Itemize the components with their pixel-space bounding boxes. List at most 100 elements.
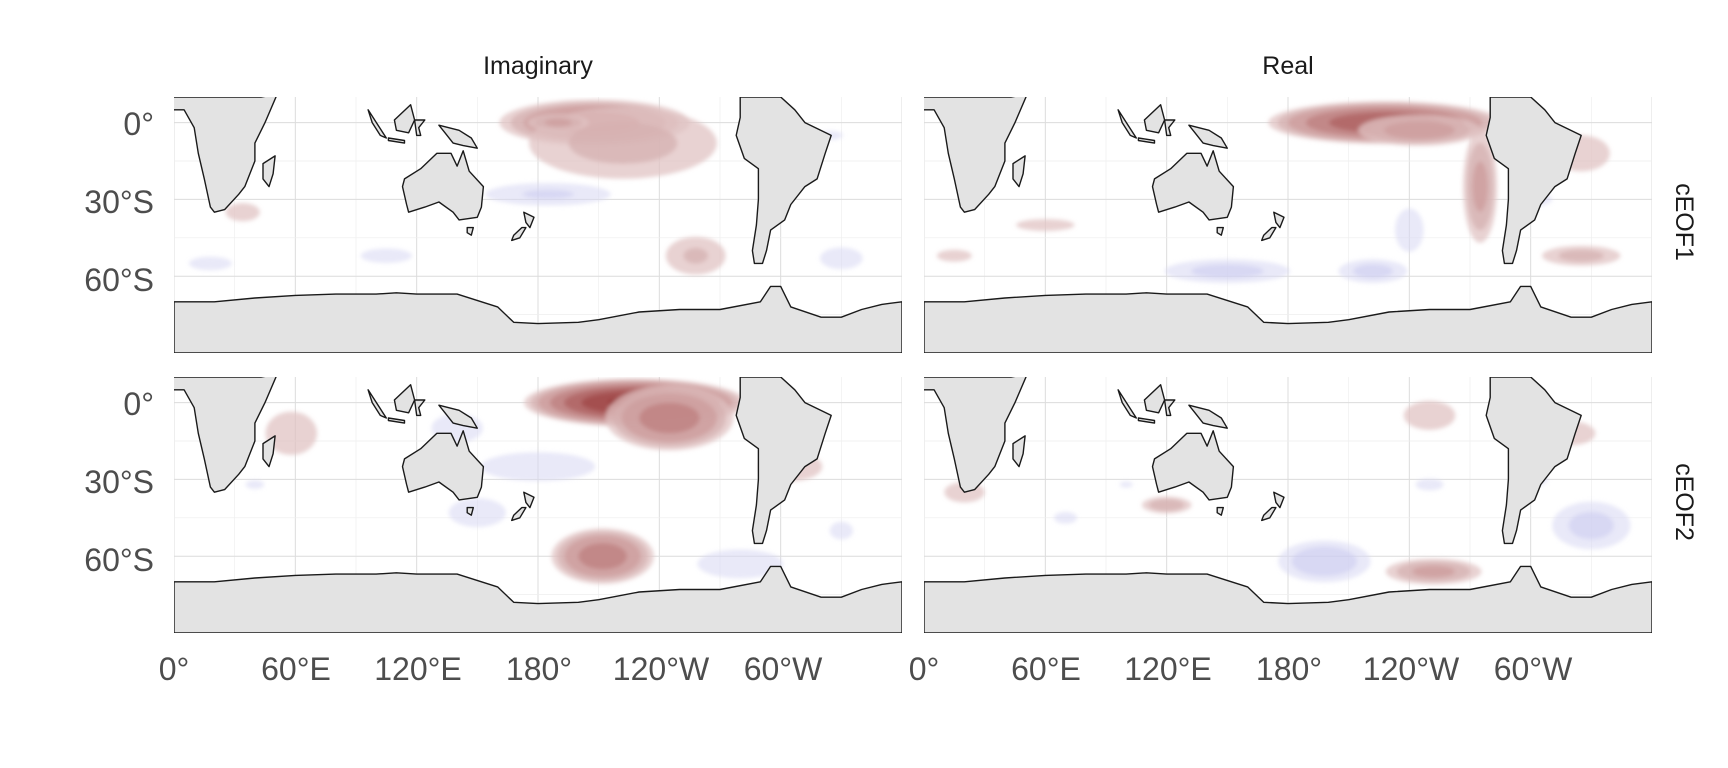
x-tick-label: 0°: [159, 651, 190, 687]
land-antarctica: [174, 285, 902, 353]
map-panel-ceof2-imaginary: [174, 377, 902, 633]
positive-anomaly-contour: [1558, 249, 1604, 262]
positive-anomaly-contour: [1472, 161, 1488, 212]
x-tick-label: 60°W: [744, 651, 823, 687]
land-new-zealand-north: [1273, 491, 1285, 509]
positive-anomaly-contour: [1149, 499, 1185, 511]
land-tasmania: [466, 226, 474, 236]
map-panel-ceof2-real: [924, 377, 1652, 633]
land-tasmania: [1216, 226, 1225, 236]
positive-anomaly-contour: [1016, 219, 1075, 231]
x-tick-label: 180°: [506, 651, 572, 687]
positive-anomaly-contour: [265, 411, 318, 456]
positive-anomaly-contour: [683, 248, 708, 264]
negative-anomaly-contour: [1119, 481, 1133, 488]
land-borneo: [393, 384, 416, 414]
land-south-america: [735, 377, 832, 545]
land-new-zealand-south: [511, 226, 527, 242]
land-sulawesi: [1163, 119, 1176, 137]
land-madagascar: [1012, 435, 1026, 468]
land-sulawesi: [413, 399, 426, 417]
negative-anomaly-contour: [819, 247, 863, 270]
y-tick-label: 0°: [123, 106, 154, 142]
y-tick-label: 60°S: [84, 542, 154, 578]
x-tick-label: 180°: [1256, 651, 1322, 687]
y-tick-label: 60°S: [84, 262, 154, 298]
x-tick-label: 120°E: [374, 651, 462, 687]
land-australia: [401, 430, 485, 501]
x-tick-label: 60°E: [261, 651, 331, 687]
land-new-zealand-south: [1260, 506, 1277, 522]
negative-anomaly-contour: [522, 189, 574, 199]
y-tick-label: 30°S: [84, 184, 154, 220]
negative-anomaly-contour: [480, 452, 596, 482]
positive-anomaly-contour: [1384, 121, 1455, 140]
positive-anomaly-contour: [936, 249, 972, 262]
negative-anomaly-contour: [360, 248, 413, 263]
negative-anomaly-contour: [1353, 264, 1393, 278]
land-sumatra: [367, 109, 387, 139]
land-antarctica: [924, 565, 1652, 633]
negative-anomaly-contour: [245, 480, 265, 489]
land-sulawesi: [1163, 399, 1176, 417]
land-australia: [401, 150, 485, 221]
map-panel-ceof1-imaginary: [174, 97, 902, 353]
positive-anomaly-contour: [1412, 565, 1456, 578]
map-panel-ceof1-real: [924, 97, 1652, 353]
positive-anomaly-contour: [639, 402, 700, 434]
x-tick-label: 60°W: [1494, 651, 1573, 687]
negative-anomaly-contour: [1291, 546, 1358, 577]
positive-anomaly-contour: [568, 122, 678, 164]
land-new-zealand-north: [1273, 211, 1285, 229]
x-tick-label: 60°E: [1011, 651, 1081, 687]
negative-anomaly-contour: [1415, 478, 1444, 491]
x-tick-label: 120°W: [613, 651, 710, 687]
land-java: [387, 417, 406, 424]
land-new-guinea: [438, 124, 478, 149]
land-new-guinea: [438, 404, 478, 429]
land-sumatra: [367, 389, 387, 419]
negative-anomaly-contour: [829, 521, 854, 540]
land-tasmania: [1216, 506, 1225, 516]
land-new-zealand-north: [523, 211, 535, 229]
land-antarctica: [924, 285, 1652, 353]
negative-anomaly-contour: [448, 498, 506, 528]
x-tick-label: 120°W: [1363, 651, 1460, 687]
panel-content: [924, 377, 1652, 633]
panel-content: [924, 97, 1652, 353]
anomaly-layer: [188, 99, 863, 275]
panel-content: [174, 377, 902, 633]
land-antarctica: [174, 565, 902, 633]
land-sulawesi: [413, 119, 426, 137]
land-africa: [174, 377, 277, 493]
negative-anomaly-contour: [697, 549, 784, 579]
row-strip-ceof2: cEOF2: [1670, 463, 1698, 541]
land-madagascar: [1012, 155, 1026, 188]
land-australia: [1151, 430, 1235, 501]
land-java: [1137, 137, 1156, 144]
land-borneo: [1143, 384, 1166, 414]
land-new-zealand-south: [511, 506, 527, 522]
land-java: [387, 137, 406, 144]
land-madagascar: [262, 155, 276, 188]
land-borneo: [1143, 103, 1166, 134]
land-new-zealand-south: [1260, 226, 1277, 242]
land-africa: [924, 377, 1027, 493]
row-strip-ceof1: cEOF1: [1670, 183, 1698, 261]
land-south-america: [735, 97, 832, 265]
x-tick-label: 0°: [909, 651, 940, 687]
land-africa: [174, 97, 277, 213]
land-java: [1137, 417, 1156, 424]
negative-anomaly-contour: [188, 256, 232, 271]
land-australia: [1151, 150, 1235, 221]
land-madagascar: [262, 435, 276, 468]
y-tick-label: 30°S: [84, 464, 154, 500]
land-south-america: [1485, 97, 1582, 265]
positive-anomaly-contour: [578, 543, 627, 570]
negative-anomaly-contour: [1568, 511, 1614, 540]
land-tasmania: [466, 506, 474, 516]
positive-anomaly-contour: [225, 203, 260, 222]
x-tick-label: 120°E: [1124, 651, 1212, 687]
land-south-america: [1485, 377, 1582, 545]
column-strip-imaginary: Imaginary: [483, 52, 593, 80]
